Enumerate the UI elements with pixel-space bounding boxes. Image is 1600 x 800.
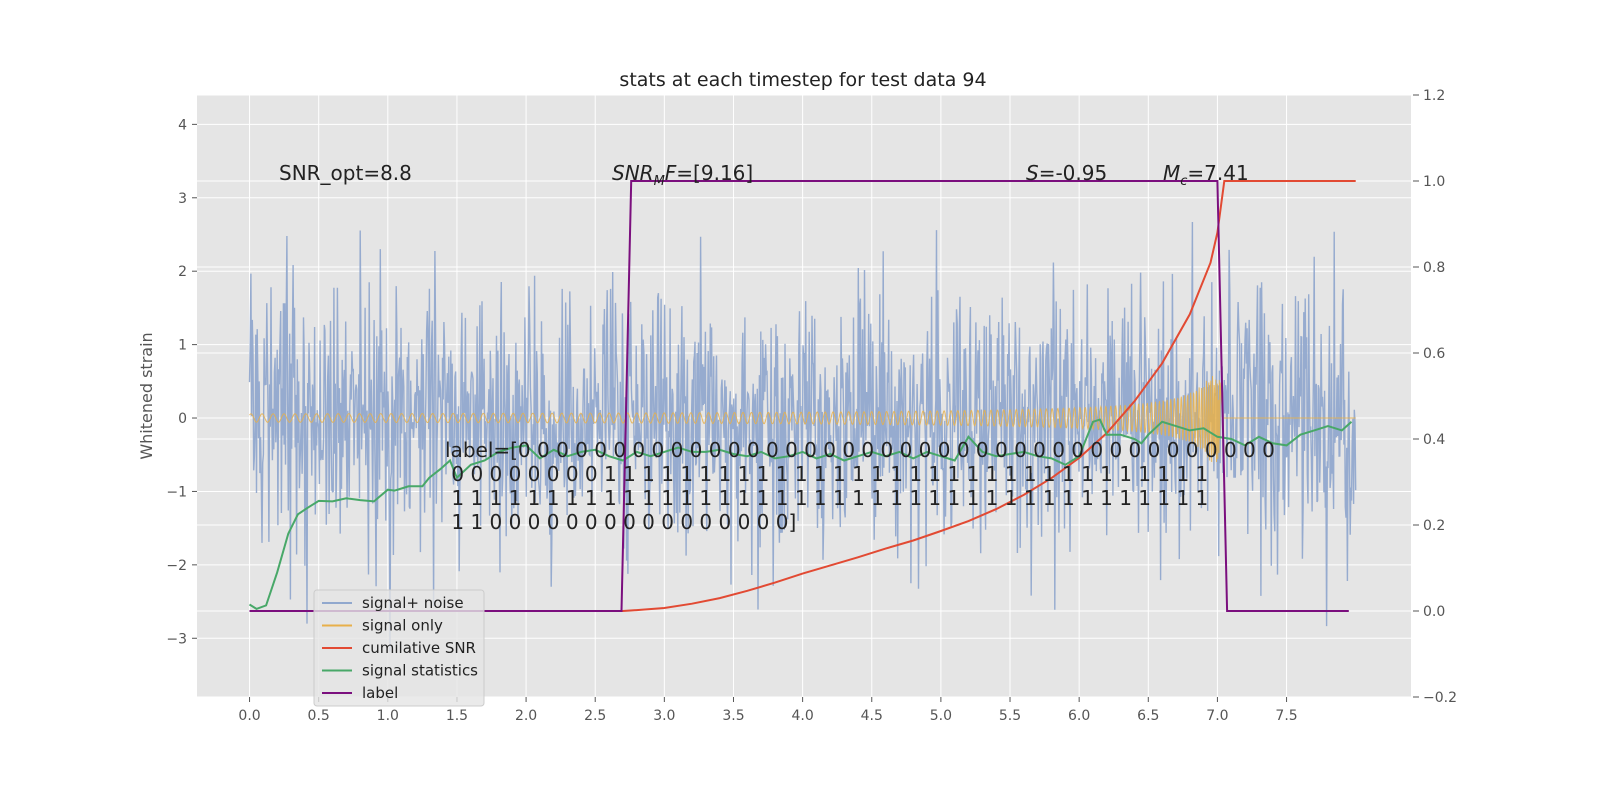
mc-symbol: M xyxy=(1163,161,1180,185)
legend-label-text: signal only xyxy=(362,617,443,635)
y-tick-label: −1 xyxy=(166,484,187,500)
y2-tick-label: 0.2 xyxy=(1423,518,1445,534)
label-line-2: 0 0 0 0 0 0 0 0 1 1 1 1 1 1 1 1 1 1 1 1 … xyxy=(445,462,1208,486)
signal-only-series xyxy=(249,376,1356,462)
x-tick-label: 6.0 xyxy=(1068,708,1090,724)
snr-mf-value: =[9.16] xyxy=(676,161,753,185)
y2-tick-label: 0.8 xyxy=(1423,260,1445,276)
signal-statistics-line xyxy=(248,418,1353,611)
s-annotation: S=-0.95 xyxy=(1026,161,1107,185)
legend-signal-only: signal only xyxy=(322,617,443,635)
legend-label-text: signal+ noise xyxy=(362,594,464,612)
annotations: SNR_opt=8.8 SNRMF=[9.16] S=-0.95 Mc=7.41 xyxy=(279,161,1249,189)
x-tick-label: 2.0 xyxy=(515,708,537,724)
y-tick-label: −2 xyxy=(166,558,187,574)
y-axis-ticks: 4 3 2 1 0 −1 −2 −3 xyxy=(166,117,197,647)
label-line-3: 1 1 1 1 1 1 1 1 1 1 1 1 1 1 1 1 1 1 1 1 … xyxy=(445,486,1208,510)
y-tick-label: −3 xyxy=(166,631,187,647)
y2-tick-label: 0.4 xyxy=(1423,432,1445,448)
snr-mf-symbol: SNR xyxy=(612,161,654,185)
label-line xyxy=(249,180,1349,612)
x-tick-label: 5.5 xyxy=(999,708,1021,724)
legend-label-text: signal statistics xyxy=(362,662,478,680)
y2-tick-label: 1.2 xyxy=(1423,88,1445,104)
label-line-4: 1 1 0 0 0 0 0 0 0 0 0 0 0 0 0 0 0 0] xyxy=(445,510,796,534)
x-tick-label: 7.5 xyxy=(1275,708,1297,724)
legend-signal-noise: signal+ noise xyxy=(322,594,464,612)
snr-mf-suffix: F xyxy=(665,161,677,185)
y2-tick-label: 0.0 xyxy=(1423,604,1445,620)
x-tick-label: 7.0 xyxy=(1206,708,1228,724)
y-tick-label: 2 xyxy=(178,264,187,280)
snr-opt-annotation: SNR_opt=8.8 xyxy=(279,161,412,185)
legend-cumulative-snr: cumilative SNR xyxy=(322,639,476,657)
y-tick-label: 0 xyxy=(178,411,187,427)
y-axis-label: Whitened strain xyxy=(137,332,156,459)
x-tick-label: 1.0 xyxy=(377,708,399,724)
x-tick-label: 4.0 xyxy=(791,708,813,724)
mc-subscript: c xyxy=(1180,174,1187,189)
legend-box xyxy=(313,589,485,707)
snr-mf-subscript: M xyxy=(654,174,665,189)
label-text-block: label=[0 0 0 0 0 0 0 0 0 0 0 0 0 0 0 0 0… xyxy=(445,438,1275,534)
s-symbol: S xyxy=(1026,161,1039,185)
legend-label: label xyxy=(322,684,398,702)
y2-tick-label: −0.2 xyxy=(1423,690,1457,706)
x-tick-label: 4.5 xyxy=(861,708,883,724)
x-tick-label: 6.5 xyxy=(1137,708,1159,724)
mc-value: =7.41 xyxy=(1187,161,1248,185)
right-axis-series xyxy=(248,180,1356,612)
y-tick-label: 1 xyxy=(178,338,187,354)
y2-axis-ticks: 1.2 1.0 0.8 0.6 0.4 0.2 0.0 −0.2 xyxy=(1413,88,1457,706)
mc-annotation: Mc=7.41 xyxy=(1163,161,1249,189)
x-axis-ticks: 0.0 0.5 1.0 1.5 2.0 2.5 3.0 3.5 4.0 4.5 5.0 5.5 6.0 6… xyxy=(238,697,1298,724)
y-tick-label: 4 xyxy=(178,117,187,133)
x-tick-label: 3.5 xyxy=(722,708,744,724)
x-tick-label: 5.0 xyxy=(930,708,952,724)
y-tick-label: 3 xyxy=(178,191,187,207)
x-tick-label: 3.0 xyxy=(653,708,675,724)
label-line-1: label=[0 0 0 0 0 0 0 0 0 0 0 0 0 0 0 0 0… xyxy=(445,438,1275,462)
signal-only-line xyxy=(249,376,1356,462)
legend: signal+ noise signal only cumilative SNR si… xyxy=(313,589,485,707)
legend-label-text: cumilative SNR xyxy=(362,639,476,657)
cumulative-snr-line xyxy=(249,180,1356,612)
x-tick-label: 2.5 xyxy=(584,708,606,724)
y2-tick-label: 1.0 xyxy=(1423,174,1445,190)
s-value: =-0.95 xyxy=(1039,161,1108,185)
chart-title: stats at each timestep for test data 94 xyxy=(619,69,986,91)
x-tick-label: 1.5 xyxy=(446,708,468,724)
legend-label-text: label xyxy=(362,684,398,702)
y2-tick-label: 0.6 xyxy=(1423,346,1445,362)
x-tick-label: 0.0 xyxy=(238,708,260,724)
snr-mf-annotation: SNRMF=[9.16] xyxy=(612,161,753,189)
legend-signal-statistics: signal statistics xyxy=(322,662,478,680)
x-tick-label: 0.5 xyxy=(308,708,330,724)
